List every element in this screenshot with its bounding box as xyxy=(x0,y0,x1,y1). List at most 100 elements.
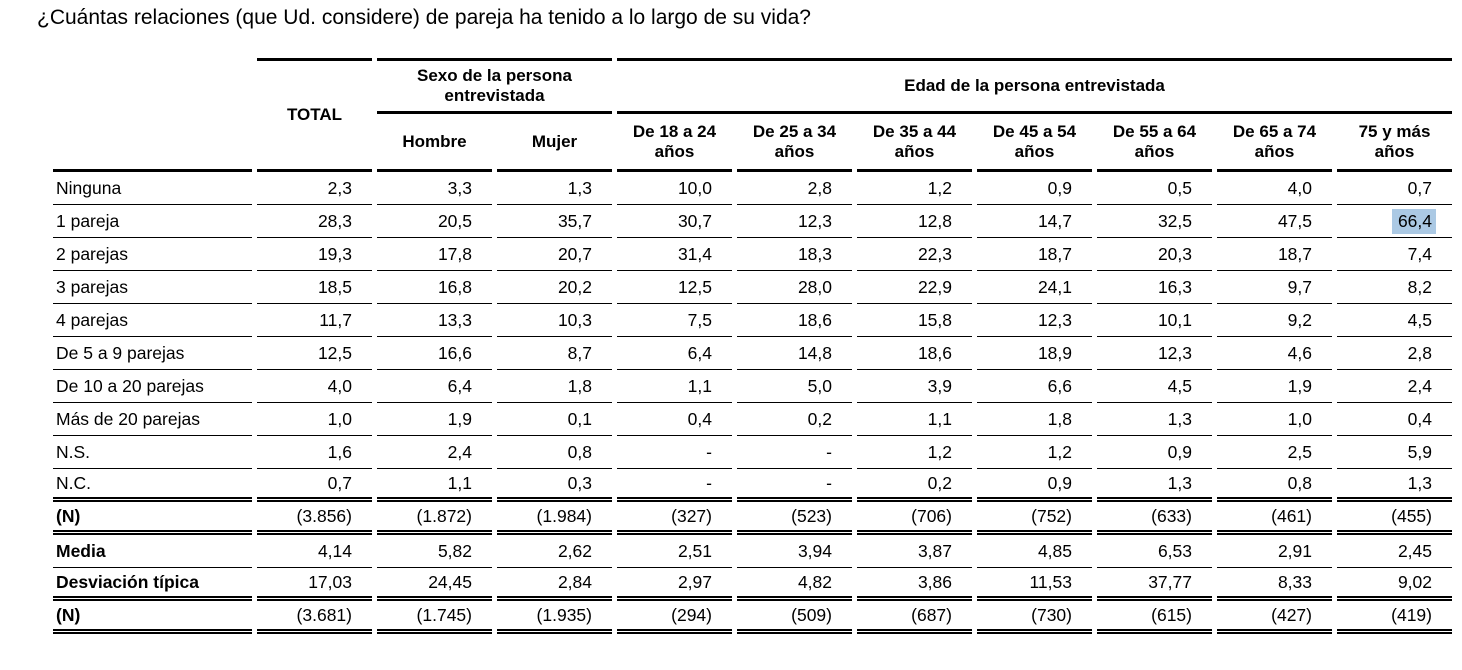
cell: 24,45 xyxy=(377,568,492,601)
cell: 4,85 xyxy=(977,535,1092,568)
cell: 1,3 xyxy=(1337,469,1452,502)
cell: 3,86 xyxy=(857,568,972,601)
cell: 0,8 xyxy=(497,436,612,469)
cell: 22,9 xyxy=(857,271,972,304)
cell: (1.745) xyxy=(377,601,492,634)
cell: 0,2 xyxy=(737,403,852,436)
cell: 18,3 xyxy=(737,238,852,271)
cell: 12,5 xyxy=(617,271,732,304)
cell: 3,9 xyxy=(857,370,972,403)
cell: 16,3 xyxy=(1097,271,1212,304)
cell: 5,0 xyxy=(737,370,852,403)
cell: 7,4 xyxy=(1337,238,1452,271)
cell: 11,53 xyxy=(977,568,1092,601)
cell: 0,3 xyxy=(497,469,612,502)
cell: 10,3 xyxy=(497,304,612,337)
cell: 17,03 xyxy=(257,568,372,601)
cell: 31,4 xyxy=(617,238,732,271)
cell: 1,1 xyxy=(857,403,972,436)
cell: 18,6 xyxy=(857,337,972,370)
row-label: De 5 a 9 parejas xyxy=(53,337,252,370)
cell: 2,45 xyxy=(1337,535,1452,568)
table-body: Ninguna 2,3 3,3 1,3 10,0 2,8 1,2 0,9 0,5 4,0 0,7 1 … xyxy=(53,172,1452,634)
cell: - xyxy=(617,469,732,502)
cell: 18,5 xyxy=(257,271,372,304)
cell: 12,8 xyxy=(857,205,972,238)
cell: 18,9 xyxy=(977,337,1092,370)
cell: 2,8 xyxy=(1337,337,1452,370)
cell: 4,0 xyxy=(1217,172,1332,205)
cell: 2,4 xyxy=(1337,370,1452,403)
cell: 2,8 xyxy=(737,172,852,205)
cell: (327) xyxy=(617,502,732,535)
row-label: (N) xyxy=(53,502,252,535)
table-row: 1 pareja 28,3 20,5 35,7 30,7 12,3 12,8 14,7 32,5… xyxy=(53,205,1452,238)
table-row: 4 parejas 11,7 13,3 10,3 7,5 18,6 15,8 12,3 10,1… xyxy=(53,304,1452,337)
cell: (455) xyxy=(1337,502,1452,535)
cell: 0,2 xyxy=(857,469,972,502)
cell: 4,6 xyxy=(1217,337,1332,370)
table-row: N.S. 1,6 2,4 0,8- -1,2 1,2 0,9 2,5 5,9 xyxy=(53,436,1452,469)
cell: 2,84 xyxy=(497,568,612,601)
corner-cell xyxy=(53,58,252,172)
column-header: De 65 a 74 años xyxy=(1217,114,1332,172)
row-label: Desviación típica xyxy=(53,568,252,601)
cell: (752) xyxy=(977,502,1092,535)
cell: 0,9 xyxy=(977,172,1092,205)
cell: 1,2 xyxy=(857,436,972,469)
cell: 3,94 xyxy=(737,535,852,568)
cell: 9,02 xyxy=(1337,568,1452,601)
table-row: Media 4,14 5,82 2,62 2,51 3,94 3,87 4,85 6,53 2,9… xyxy=(53,535,1452,568)
cell: 18,6 xyxy=(737,304,852,337)
column-header-total: TOTAL xyxy=(257,58,372,172)
cell: 1,2 xyxy=(857,172,972,205)
cell: 8,7 xyxy=(497,337,612,370)
cell: (509) xyxy=(737,601,852,634)
column-header: De 45 a 54 años xyxy=(977,114,1092,172)
cell: 37,77 xyxy=(1097,568,1212,601)
cell: 14,8 xyxy=(737,337,852,370)
cell: 6,53 xyxy=(1097,535,1212,568)
cell: 20,3 xyxy=(1097,238,1212,271)
table-row: De 5 a 9 parejas 12,5 16,6 8,7 6,4 14,8 18,6 18… xyxy=(53,337,1452,370)
cell: 0,5 xyxy=(1097,172,1212,205)
cell: 1,6 xyxy=(257,436,372,469)
cell: (523) xyxy=(737,502,852,535)
cell: 11,7 xyxy=(257,304,372,337)
cell: (419) xyxy=(1337,601,1452,634)
cell: (730) xyxy=(977,601,1092,634)
row-label: 4 parejas xyxy=(53,304,252,337)
table-row: Más de 20 parejas 1,0 1,9 0,1 0,4 0,2 1,1 1,8 1,… xyxy=(53,403,1452,436)
cell: 16,6 xyxy=(377,337,492,370)
column-header: Mujer xyxy=(497,114,612,172)
highlighted-cell-value: 66,4 xyxy=(1391,208,1436,234)
cell: 0,9 xyxy=(1097,436,1212,469)
cell: 24,1 xyxy=(977,271,1092,304)
row-label: 1 pareja xyxy=(53,205,252,238)
column-header: De 25 a 34 años xyxy=(737,114,852,172)
cell: 0,8 xyxy=(1217,469,1332,502)
cell: (615) xyxy=(1097,601,1212,634)
cell: 2,3 xyxy=(257,172,372,205)
cell: (294) xyxy=(617,601,732,634)
cell: 2,97 xyxy=(617,568,732,601)
cell: 16,8 xyxy=(377,271,492,304)
table-row: Ninguna 2,3 3,3 1,3 10,0 2,8 1,2 0,9 0,5 4,0 0,7 xyxy=(53,172,1452,205)
cell: 12,3 xyxy=(977,304,1092,337)
cell: 14,7 xyxy=(977,205,1092,238)
cell: 1,2 xyxy=(977,436,1092,469)
cell: 0,4 xyxy=(1337,403,1452,436)
cell: (1.872) xyxy=(377,502,492,535)
cell: 8,33 xyxy=(1217,568,1332,601)
cell: 0,4 xyxy=(617,403,732,436)
cell: (687) xyxy=(857,601,972,634)
cell: 15,8 xyxy=(857,304,972,337)
cell: 1,9 xyxy=(377,403,492,436)
group-header-row: TOTAL Sexo de la persona entrevistada Ed… xyxy=(53,58,1452,172)
cell: 35,7 xyxy=(497,205,612,238)
table-row: 2 parejas 19,3 17,8 20,7 31,4 18,3 22,3 18,7 20,… xyxy=(53,238,1452,271)
cell: 4,5 xyxy=(1097,370,1212,403)
cell: (633) xyxy=(1097,502,1212,535)
cell: (3.856) xyxy=(257,502,372,535)
cell: - xyxy=(737,436,852,469)
